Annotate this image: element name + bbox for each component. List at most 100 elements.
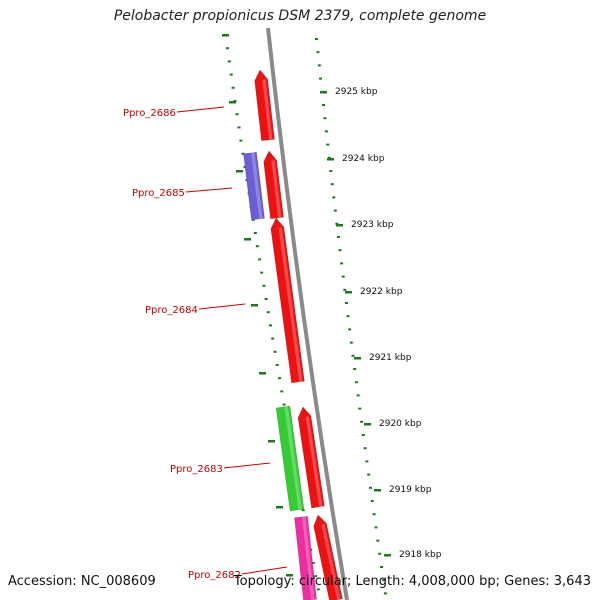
- gene-leader-line: [176, 106, 225, 113]
- gene-leader-line: [223, 462, 271, 469]
- tick-dot: [282, 403, 286, 406]
- scale-label: 2924 kbp: [342, 154, 385, 164]
- scale-label: 2919 kbp: [389, 485, 432, 495]
- tick-dot: [237, 126, 241, 129]
- tick-dot: [324, 130, 328, 133]
- tick-dot: [336, 236, 340, 238]
- tick-dot: [354, 381, 358, 384]
- major-tick: [374, 489, 381, 492]
- gene-leader-line: [241, 566, 288, 575]
- tick-dot: [343, 288, 347, 291]
- major-tick: [327, 158, 334, 161]
- major-tick: [236, 170, 243, 173]
- scale-label: 2925 kbp: [335, 87, 378, 97]
- tick-dot: [253, 232, 257, 234]
- tick-dot: [341, 275, 345, 278]
- tick-dot: [360, 420, 364, 423]
- tick-dot: [322, 104, 325, 106]
- tick-dot: [258, 258, 262, 261]
- gene-highlight: [305, 416, 323, 507]
- tick-dot: [365, 460, 369, 463]
- major-tick: [384, 554, 391, 557]
- tick-dot: [372, 513, 376, 516]
- gene-highlight: [302, 516, 315, 600]
- major-tick: [259, 372, 266, 375]
- major-tick: [244, 238, 251, 241]
- gene-label: Ppro_2685: [132, 188, 185, 199]
- scale-label: 2922 kbp: [360, 287, 403, 297]
- scale-label: 2921 kbp: [369, 353, 412, 363]
- tick-dot: [315, 38, 318, 40]
- tick-dot: [380, 566, 384, 568]
- tick-dot: [319, 77, 323, 80]
- tick-dot: [301, 509, 305, 512]
- gene-arrow: [243, 151, 265, 221]
- tick-dot: [353, 368, 357, 370]
- tick-dot: [275, 364, 279, 366]
- gene-Ppro_2682: [294, 515, 317, 600]
- gene-Ppro_2684: [270, 217, 305, 384]
- tick-dot: [278, 377, 281, 380]
- tick-dot: [241, 152, 245, 155]
- major-tick: [336, 224, 343, 227]
- tick-dot: [229, 73, 233, 76]
- tick-dot: [243, 166, 247, 168]
- gene-feature: [297, 406, 325, 509]
- tick-dot: [338, 249, 342, 252]
- tick-dot: [327, 156, 331, 159]
- tick-dot: [251, 218, 255, 221]
- tick-dot: [332, 196, 336, 199]
- gene-label: Ppro_2686: [123, 108, 176, 119]
- major-tick: [229, 101, 236, 104]
- tick-dot: [330, 183, 334, 186]
- tick-dot: [349, 341, 353, 344]
- tick-dot: [225, 47, 229, 50]
- tick-dot: [227, 60, 231, 63]
- major-tick: [251, 304, 258, 307]
- tick-dot: [329, 170, 333, 172]
- tick-dot: [358, 407, 362, 410]
- tick-dot: [269, 324, 272, 327]
- tick-dot: [235, 113, 239, 116]
- tick-dot: [323, 117, 327, 120]
- tick-dot: [378, 552, 382, 555]
- tick-dot: [335, 222, 339, 225]
- tick-dot: [370, 500, 374, 502]
- gene-highlight: [262, 79, 273, 140]
- tick-dot: [311, 562, 315, 564]
- tick-dot: [280, 390, 284, 393]
- tick-dot: [271, 337, 275, 340]
- gene-highlight: [321, 523, 341, 600]
- tick-dot: [351, 354, 355, 357]
- tick-dot: [363, 447, 367, 450]
- gene-highlight: [251, 152, 263, 219]
- tick-dot: [239, 139, 243, 142]
- map-title: Pelobacter propionicus DSM 2379, complet…: [113, 8, 487, 24]
- major-tick: [354, 357, 361, 360]
- genome-backbone: [266, 27, 349, 600]
- major-tick: [276, 506, 283, 509]
- tick-dot: [316, 51, 320, 54]
- gene-arrow: [275, 405, 305, 512]
- scale-label: 2923 kbp: [351, 220, 394, 230]
- gene-Ppro_2683: [275, 405, 305, 512]
- gene-label: Ppro_2683: [170, 464, 223, 475]
- gene-highlight: [284, 406, 302, 510]
- gene-feature: [313, 514, 343, 600]
- tick-dot: [367, 473, 371, 476]
- tick-dot: [356, 394, 360, 397]
- tick-dot: [316, 588, 320, 591]
- major-tick: [320, 91, 327, 94]
- tick-dot: [376, 539, 380, 542]
- gene-arrow: [297, 406, 325, 509]
- gene-Ppro_2686: [254, 69, 275, 142]
- scale-label: 2920 kbp: [379, 419, 422, 429]
- gene-arrow: [313, 514, 343, 600]
- tick-dot: [344, 302, 348, 304]
- tick-dot: [314, 575, 318, 578]
- tick-dot: [348, 328, 352, 331]
- tick-dot: [266, 311, 270, 314]
- tick-dot: [255, 245, 259, 248]
- tick-dot: [264, 298, 268, 300]
